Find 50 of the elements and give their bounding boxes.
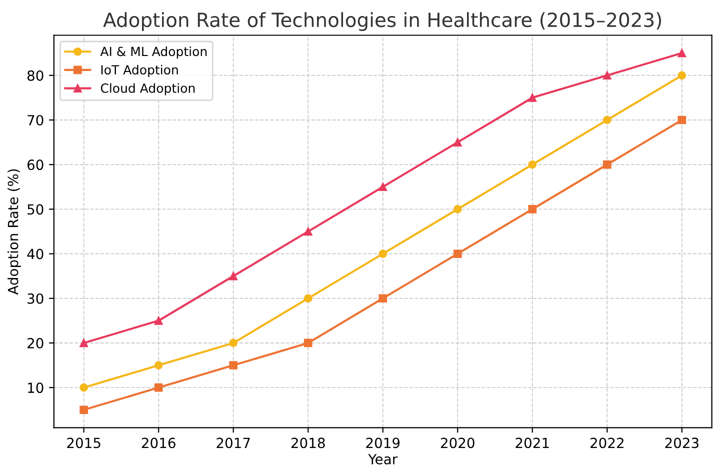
x-tick-label: 2015 — [67, 438, 100, 448]
point — [229, 361, 238, 370]
point — [229, 272, 238, 280]
x-axis-title: Year — [368, 454, 398, 464]
point — [453, 250, 462, 258]
y-tick-label: 50 — [28, 204, 44, 215]
point — [678, 48, 686, 58]
point — [678, 116, 686, 124]
x-tick-label: 2019 — [366, 438, 400, 448]
chart-title: Adoption Rate of Technologies in Healthcare (2015–2023) — [103, 12, 662, 31]
y-tick-label: 70 — [28, 114, 44, 126]
point — [602, 116, 612, 124]
y-axis-title: Adoption Rate (%) — [8, 169, 21, 295]
x-tick-label: 2016 — [142, 438, 176, 448]
point — [80, 338, 88, 348]
legend-label: Cloud Adoption — [100, 83, 195, 96]
point — [528, 160, 537, 169]
y-tick-label: 60 — [28, 160, 44, 170]
point — [602, 71, 612, 80]
point — [528, 205, 537, 214]
legend-label: IoT Adoption — [101, 64, 178, 77]
y-tick-label: 20 — [28, 338, 44, 348]
point — [453, 205, 462, 214]
point — [528, 94, 537, 102]
point — [378, 294, 388, 303]
point — [80, 383, 88, 392]
y-tick-label: 30 — [28, 293, 44, 304]
x-tick-label: 2020 — [440, 438, 474, 448]
point — [80, 406, 88, 414]
point — [304, 338, 312, 348]
point — [154, 361, 163, 370]
point — [229, 338, 238, 348]
point — [154, 383, 163, 392]
x-tick-label: 2021 — [516, 438, 549, 448]
point — [154, 316, 163, 325]
legend-label: AI & ML Adoption — [100, 46, 207, 59]
point — [304, 294, 312, 303]
point — [602, 160, 612, 169]
x-tick-label: 2022 — [590, 438, 624, 448]
x-tick-label: 2018 — [291, 438, 325, 448]
y-tick-label: 40 — [27, 248, 44, 260]
x-tick-label: 2023 — [665, 438, 698, 448]
point — [378, 182, 388, 192]
x-tick-label: 2017 — [216, 438, 250, 448]
point — [678, 71, 686, 80]
y-tick-label: 10 — [28, 382, 44, 394]
point — [378, 250, 388, 258]
y-tick-label: 80 — [27, 70, 44, 81]
point — [453, 138, 462, 146]
point — [304, 227, 312, 236]
